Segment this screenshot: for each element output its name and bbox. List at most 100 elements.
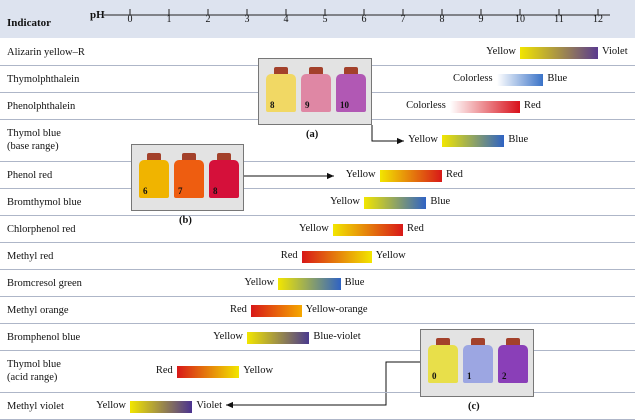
indicator-name: Bromthymol blue	[7, 197, 82, 208]
indicator-name: Methyl red	[7, 251, 54, 262]
bottle-ph-label: 2	[502, 371, 507, 381]
high-color-label: Blue-violet	[313, 330, 361, 342]
ph-tick-label: 6	[361, 14, 367, 25]
indicator-subname: (acid range)	[7, 372, 58, 383]
indicator-bottle: 2	[498, 345, 528, 383]
high-color-label: Violet	[196, 399, 223, 411]
indicator-name: Phenolphthalein	[7, 101, 76, 112]
high-color-label: Red	[524, 99, 541, 111]
ph-tick-label: 11	[554, 14, 564, 25]
low-color-label: Yellow	[486, 45, 516, 57]
bottle-cap	[309, 67, 323, 74]
low-color-label: Red	[280, 249, 298, 261]
bottle-cap	[274, 67, 288, 74]
indicator-name: Thymol blue	[7, 359, 61, 370]
row-separator	[0, 296, 635, 297]
connector-line-a	[371, 125, 404, 142]
low-color-label: Yellow	[330, 195, 360, 207]
low-color-label: Yellow	[244, 276, 275, 288]
bottle-ph-label: 7	[178, 186, 183, 196]
bottle-cap	[182, 153, 196, 160]
indicator-bottle: 8	[209, 160, 239, 198]
connector-arrowhead-a	[397, 137, 404, 145]
low-color-label: Red	[229, 303, 247, 315]
row-separator	[0, 392, 635, 393]
color-range-bar	[520, 46, 598, 59]
bottle-ph-label: 6	[143, 186, 148, 196]
indicator-name: Phenol red	[7, 170, 53, 181]
low-color-label: Yellow	[345, 168, 376, 180]
high-color-label: Red	[407, 222, 424, 234]
photo-panel: 0 1 2	[420, 329, 534, 397]
bottle-cap	[506, 338, 520, 345]
ph-tick-label: 8	[439, 14, 445, 25]
indicator-column-header: Indicator	[7, 17, 51, 29]
color-range-bar	[332, 223, 403, 236]
indicator-subname: (base range)	[7, 141, 59, 152]
indicator-name: Methyl violet	[7, 401, 64, 412]
indicator-bottle: 1	[463, 345, 493, 383]
ph-axis-label: pH	[90, 9, 105, 21]
indicator-name: Chlorphenol red	[7, 224, 76, 235]
connector-line-c	[226, 361, 420, 406]
bottle-cap	[436, 338, 450, 345]
indicator-bottle: 9	[301, 74, 331, 112]
bottle-ph-label: 10	[340, 100, 349, 110]
connector-arrowhead-b	[327, 172, 334, 180]
photo-panel: 6 7 8	[131, 144, 244, 211]
ph-tick-label: 0	[127, 14, 133, 25]
low-color-label: Yellow	[298, 222, 329, 234]
indicator-name: Bromphenol blue	[7, 332, 81, 343]
header-band: Indicator pH	[0, 0, 635, 38]
row-separator	[0, 161, 635, 162]
row-separator	[0, 323, 635, 324]
indicator-bottle: 7	[174, 160, 204, 198]
color-range-bar	[496, 73, 544, 86]
bottle-ph-label: 8	[213, 186, 218, 196]
indicator-name: Methyl orange	[7, 305, 69, 316]
indicator-bottle: 0	[428, 345, 458, 383]
color-range-bar	[278, 277, 341, 290]
color-range-bar	[250, 304, 302, 317]
ph-tick-label: 1	[166, 14, 172, 25]
row-separator	[0, 215, 635, 216]
ph-tick-label: 12	[593, 14, 603, 25]
photo-panel: 8 9 10	[258, 58, 372, 125]
row-separator	[0, 269, 635, 270]
low-color-label: Colorless	[406, 99, 446, 111]
high-color-label: Blue	[430, 195, 451, 207]
high-color-label: Yellow	[375, 249, 406, 261]
photo-caption: (c)	[468, 401, 480, 412]
indicator-bottle: 6	[139, 160, 169, 198]
row-separator	[0, 188, 635, 189]
indicator-bottle: 10	[336, 74, 366, 112]
high-color-label: Violet	[602, 45, 628, 57]
high-color-label: Blue	[344, 276, 365, 288]
color-range-bar	[130, 400, 193, 413]
high-color-label: Blue	[508, 134, 529, 145]
color-range-bar	[176, 366, 240, 378]
high-color-label: Yellow-orange	[305, 303, 368, 315]
bottle-ph-label: 8	[270, 100, 275, 110]
bottle-ph-label: 1	[467, 371, 472, 381]
photo-caption: (b)	[179, 215, 192, 226]
low-color-label: Red	[155, 365, 173, 376]
high-color-label: Red	[446, 168, 463, 180]
high-color-label: Blue	[547, 72, 568, 84]
low-color-label: Yellow	[96, 399, 126, 411]
indicator-name: Thymolphthalein	[7, 74, 80, 85]
color-range-bar	[379, 169, 442, 182]
color-range-bar	[247, 331, 310, 344]
row-separator	[0, 350, 635, 351]
color-range-bar	[364, 196, 427, 209]
ph-tick-label: 4	[283, 14, 289, 25]
high-color-label: Yellow	[243, 365, 274, 376]
connector-arrowhead-c	[226, 401, 233, 409]
indicator-name: Thymol blue	[7, 128, 61, 139]
ph-tick-label: 3	[244, 14, 250, 25]
low-color-label: Yellow	[408, 134, 438, 145]
ph-tick-label: 7	[400, 14, 406, 25]
indicator-name: Bromcresol green	[7, 278, 82, 289]
row-separator	[0, 242, 635, 243]
